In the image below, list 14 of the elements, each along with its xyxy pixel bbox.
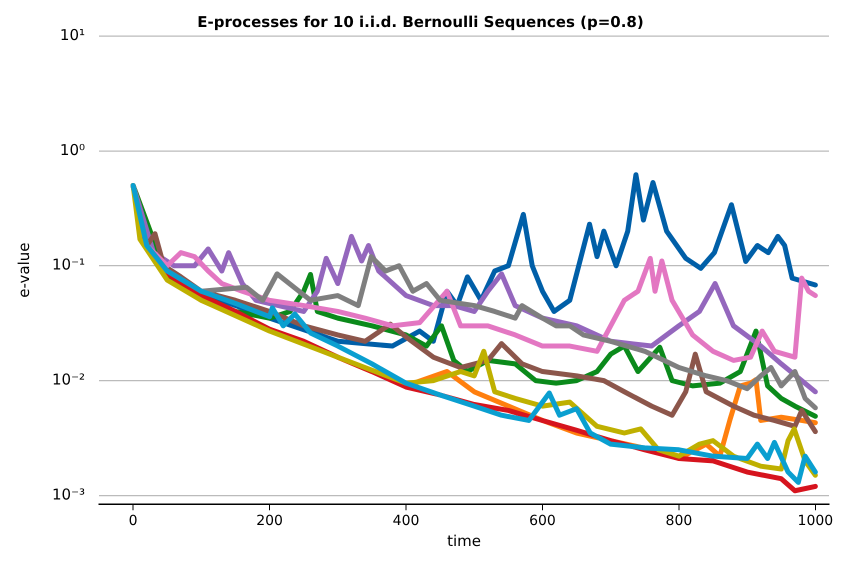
x-tick-label: 200 xyxy=(256,513,283,530)
x-tick-label: 1000 xyxy=(798,513,834,530)
x-axis-title: time xyxy=(447,532,481,550)
y-tick-label: 10¹ xyxy=(60,26,86,44)
x-tick-label: 400 xyxy=(392,513,420,530)
y-tick-label: 10⁻³ xyxy=(52,485,86,504)
y-tick-label: 10⁻¹ xyxy=(52,256,86,274)
y-tick-label: 10⁰ xyxy=(60,140,86,159)
x-tick-label: 0 xyxy=(128,513,138,530)
y-axis-title: e-value xyxy=(14,242,33,298)
x-tick-label: 600 xyxy=(529,513,556,530)
x-tick-label: 800 xyxy=(666,513,692,530)
y-tick-label: 10⁻² xyxy=(52,370,86,389)
chart-title: E-processes for 10 i.i.d. Bernoulli Sequences (p=0.8) xyxy=(197,12,644,31)
